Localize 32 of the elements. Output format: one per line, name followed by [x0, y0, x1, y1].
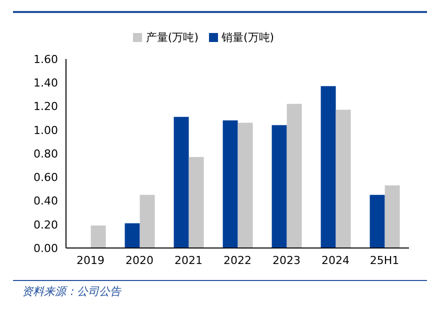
bar — [238, 122, 253, 248]
x-tick-label: 25H1 — [370, 254, 400, 267]
y-tick-label: 1.40 — [34, 76, 58, 90]
x-tick-label: 2019 — [76, 254, 104, 267]
x-tick-label: 2023 — [272, 254, 300, 267]
x-tick-label: 2024 — [322, 254, 350, 267]
y-tick-label: 0.40 — [34, 194, 58, 208]
bar — [222, 120, 238, 248]
bar — [286, 104, 302, 248]
bar — [90, 226, 106, 248]
bar — [320, 86, 336, 248]
bar — [384, 185, 400, 248]
x-tick-label: 2021 — [174, 254, 202, 267]
legend-label: 销量(万吨) — [222, 31, 274, 44]
y-tick-label: 1.60 — [34, 52, 58, 66]
bar — [370, 194, 385, 248]
legend-label: 产量(万吨) — [146, 31, 198, 44]
x-tick-label: 2020 — [126, 254, 154, 267]
text: 资料来源：公司公告 — [22, 284, 121, 299]
bar — [124, 223, 140, 248]
bar — [188, 157, 204, 248]
x-tick-label: 2022 — [224, 254, 252, 267]
bar — [272, 125, 287, 248]
bar — [140, 194, 155, 248]
y-tick-label: 0.60 — [34, 171, 58, 184]
bar — [336, 110, 351, 248]
bar — [174, 116, 189, 248]
y-tick-label: 0.80 — [34, 147, 58, 160]
y-tick-label: 1.20 — [34, 100, 58, 114]
y-tick-label: 0.00 — [34, 242, 58, 255]
y-tick-label: 1.00 — [34, 124, 58, 137]
y-tick-label: 0.20 — [34, 218, 58, 232]
